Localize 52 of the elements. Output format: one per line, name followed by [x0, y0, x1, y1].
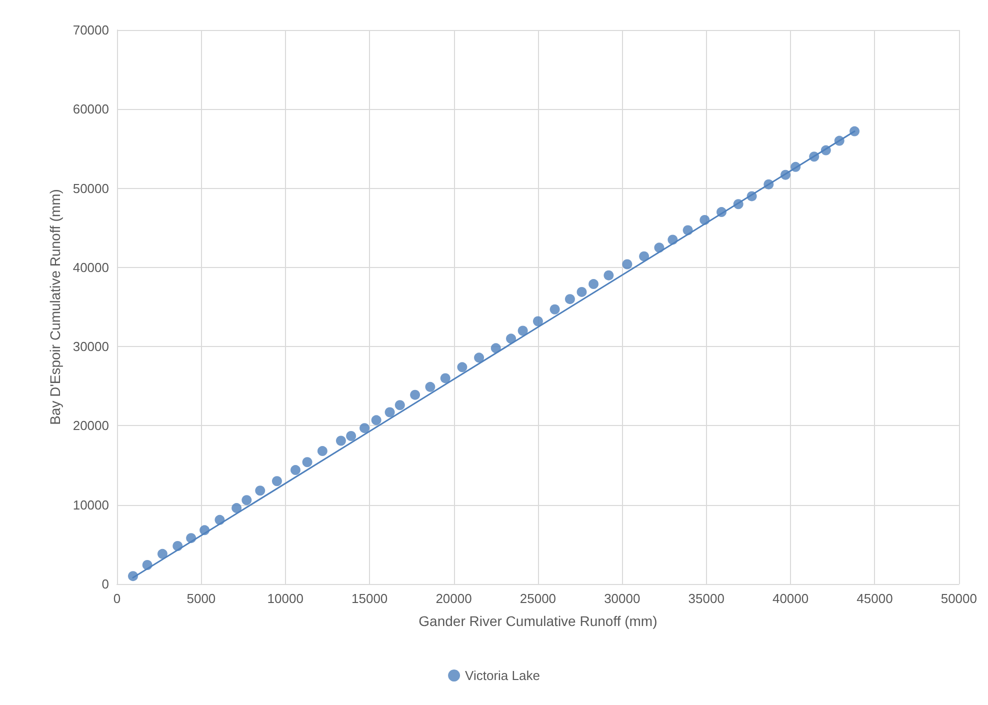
x-tick-label: 20000	[436, 591, 472, 606]
point	[394, 400, 405, 410]
x-tick-label: 30000	[604, 591, 640, 606]
point	[360, 423, 370, 434]
point	[576, 286, 587, 297]
x-tick-label: 15000	[352, 591, 388, 606]
point	[622, 259, 632, 270]
x-tick-label: 10000	[267, 591, 304, 606]
point	[564, 294, 575, 304]
y-tick-label: 30000	[72, 339, 109, 354]
point	[272, 476, 282, 486]
point	[336, 436, 346, 446]
x-axis-title: Gander River Cumulative Runoff (mm)	[418, 613, 658, 629]
x-tick-label: 40000	[772, 591, 809, 606]
x-tick-label: 35000	[688, 591, 724, 606]
y-tick-label: 40000	[72, 260, 109, 275]
y-tick-label: 10000	[72, 497, 109, 512]
legend-label: Victoria Lake	[465, 668, 540, 683]
y-tick-label: 20000	[72, 418, 109, 434]
y-axis-title: Bay D'Espoir Cumulative Runoff (mm)	[46, 189, 63, 425]
x-tick-label: 50000	[940, 591, 978, 606]
y-tick-label: 0	[102, 576, 109, 592]
point	[232, 503, 242, 514]
point	[506, 334, 516, 344]
point	[425, 382, 436, 392]
x-tick-label: 5000	[186, 591, 216, 606]
point	[604, 270, 614, 280]
point	[490, 343, 501, 354]
point	[457, 362, 468, 372]
point	[317, 446, 328, 456]
point	[290, 465, 300, 476]
point	[639, 251, 650, 262]
point	[346, 431, 356, 441]
point	[532, 316, 543, 326]
x-tick-label: 45000	[856, 591, 893, 606]
point	[588, 279, 599, 290]
point	[384, 407, 395, 418]
x-tick-label: 0	[113, 591, 121, 606]
point	[157, 548, 168, 559]
point	[474, 352, 484, 363]
point	[371, 415, 382, 426]
point	[440, 373, 450, 384]
point	[242, 495, 252, 506]
point	[410, 390, 420, 400]
point	[302, 457, 312, 468]
y-tick-label: 60000	[72, 102, 109, 117]
y-tick-label: 70000	[72, 22, 109, 38]
y-tick-label: 50000	[72, 180, 109, 196]
point	[550, 304, 560, 314]
x-tick-label: 25000	[520, 591, 556, 606]
point	[518, 326, 528, 336]
point	[255, 486, 266, 496]
